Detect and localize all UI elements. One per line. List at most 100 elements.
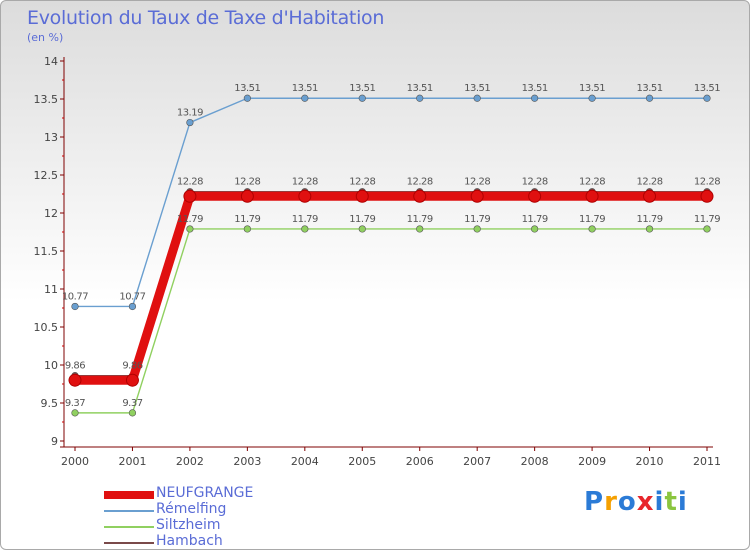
logo-letter: r — [604, 487, 618, 517]
logo-letter: x — [636, 487, 655, 517]
y-tick-label: 9.5 — [41, 397, 59, 410]
data-label: 13.51 — [636, 83, 662, 94]
data-label: 11.79 — [177, 214, 203, 225]
series-line-neufgrange — [75, 191, 707, 385]
data-label: 11.79 — [636, 214, 662, 225]
x-tick-label: 2005 — [348, 455, 376, 468]
data-label: 12.28 — [579, 177, 605, 188]
data-label: 9.37 — [122, 398, 142, 409]
data-label: 13.51 — [522, 83, 548, 94]
data-point-neufgrange — [355, 189, 369, 203]
x-tick-label: 2004 — [291, 455, 319, 468]
data-point-rémelfing — [186, 118, 194, 127]
x-tick-label: 2002 — [176, 455, 204, 468]
y-tick-label: 11.5 — [34, 245, 59, 258]
data-point-siltzheim — [416, 225, 424, 233]
data-point-neufgrange — [240, 189, 254, 203]
y-tick-label: 11 — [44, 283, 58, 296]
y-tick-label: 12.5 — [34, 169, 59, 182]
data-label: 11.79 — [292, 214, 318, 225]
data-label: 13.51 — [407, 83, 433, 94]
data-label: 13.51 — [464, 83, 490, 94]
series-line-hambach — [75, 191, 707, 377]
legend-label: Rémelfing — [156, 501, 227, 517]
data-label: 13.51 — [694, 83, 720, 94]
data-point-neufgrange — [413, 189, 427, 203]
x-tick-label: 2009 — [578, 455, 606, 468]
data-label: 9.86 — [122, 361, 142, 372]
legend-label: NEUFGRANGE — [156, 485, 254, 501]
data-point-neufgrange — [298, 189, 312, 203]
proxiti-logo: Proxiti — [584, 487, 688, 517]
data-label: 13.51 — [292, 83, 318, 94]
logo-letter: o — [617, 487, 637, 517]
data-point-rémelfing — [703, 94, 711, 102]
data-label: 10.77 — [119, 291, 145, 302]
logo-letter: i — [654, 487, 665, 517]
legend-item-neufgrange: NEUFGRANGE — [104, 485, 404, 503]
y-tick-label: 14 — [44, 55, 58, 68]
data-label: 13.51 — [579, 83, 605, 94]
legend-item-siltzheim: Siltzheim — [104, 517, 404, 535]
data-point-siltzheim — [71, 409, 79, 417]
data-point-neufgrange — [68, 373, 82, 387]
data-point-rémelfing — [531, 94, 539, 102]
legend-item-remelfing: Rémelfing — [104, 501, 404, 519]
x-tick-label: 2008 — [521, 455, 549, 468]
data-label: 12.28 — [177, 177, 203, 188]
data-point-rémelfing — [416, 94, 424, 102]
chart-subtitle: (en %) — [27, 31, 64, 44]
data-label: 13.51 — [234, 83, 260, 94]
data-label: 12.28 — [349, 177, 375, 188]
data-label: 11.79 — [694, 214, 720, 225]
data-point-siltzheim — [531, 225, 539, 233]
data-point-rémelfing — [473, 94, 481, 102]
x-tick-label: 2010 — [636, 455, 664, 468]
y-tick-label: 10.5 — [34, 321, 59, 334]
data-point-rémelfing — [71, 302, 79, 311]
data-point-siltzheim — [588, 225, 596, 233]
logo-letter: t — [664, 487, 678, 517]
data-label: 12.28 — [694, 177, 720, 188]
x-tick-label: 2006 — [406, 455, 434, 468]
data-label: 9.37 — [65, 398, 85, 409]
x-tick-label: 2007 — [463, 455, 491, 468]
data-point-siltzheim — [645, 225, 654, 233]
data-label: 12.28 — [407, 177, 433, 188]
data-label: 11.79 — [579, 214, 605, 225]
data-point-neufgrange — [470, 189, 484, 203]
legend-swatch — [104, 542, 154, 544]
data-point-rémelfing — [301, 94, 309, 102]
legend-swatch — [104, 510, 154, 512]
data-label: 12.28 — [292, 177, 318, 188]
data-point-siltzheim — [128, 409, 137, 417]
series-line-rémelfing — [75, 97, 707, 308]
data-point-rémelfing — [358, 94, 366, 102]
logo-letter: P — [584, 487, 605, 517]
data-label: 12.28 — [522, 177, 548, 188]
data-point-neufgrange — [125, 373, 139, 387]
data-label: 11.79 — [234, 214, 260, 225]
chart-title: Evolution du Taux de Taxe d'Habitation — [27, 7, 385, 29]
data-label: 10.77 — [62, 291, 88, 302]
x-tick-label: 2011 — [693, 455, 721, 468]
data-point-rémelfing — [243, 94, 251, 102]
y-tick-label: 13.5 — [34, 93, 59, 106]
data-point-neufgrange — [528, 189, 542, 203]
data-point-rémelfing — [588, 94, 596, 102]
data-label: 13.19 — [177, 108, 203, 119]
data-point-rémelfing — [128, 302, 137, 311]
data-point-siltzheim — [473, 225, 481, 233]
data-label: 11.79 — [349, 214, 375, 225]
legend-label: Hambach — [156, 533, 223, 549]
legend-swatch — [104, 491, 154, 499]
data-label: 11.79 — [407, 214, 433, 225]
series-line-siltzheim — [75, 228, 707, 414]
data-label: 13.51 — [349, 83, 375, 94]
data-point-neufgrange — [700, 189, 714, 203]
data-label: 12.28 — [636, 177, 662, 188]
data-point-neufgrange — [183, 189, 197, 203]
data-point-neufgrange — [643, 189, 657, 203]
legend-label: Siltzheim — [156, 517, 221, 533]
